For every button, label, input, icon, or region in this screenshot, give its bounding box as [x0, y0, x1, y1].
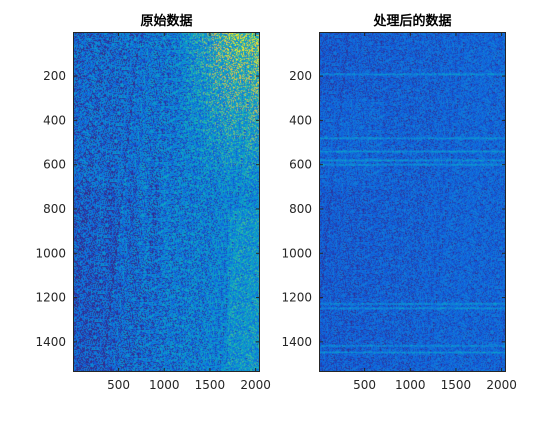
chart-title: 处理后的数据 [372, 13, 451, 29]
y-tick-label: 200 [289, 69, 312, 83]
x-tick-label: 500 [107, 378, 130, 392]
x-tick-label: 2000 [486, 378, 517, 392]
y-tick-label: 1400 [281, 335, 312, 349]
x-tick-label: 2000 [240, 378, 271, 392]
axes-2: 500 1000 1500 2000 200 400 600 800 1000 1200 1400 处… [281, 13, 516, 392]
y-tick-label: 400 [289, 113, 312, 127]
y-tick-label: 1000 [35, 246, 66, 260]
x-tick-label: 1500 [195, 378, 226, 392]
axes-1: 500 1000 1500 2000 200 400 600 800 1000 1200 1400 原… [35, 13, 270, 392]
chart-title: 原始数据 [140, 13, 192, 29]
y-tick-label: 1000 [281, 246, 312, 260]
y-tick-label: 1200 [35, 291, 66, 305]
y-tick-label: 800 [289, 202, 312, 216]
y-tick-label: 1400 [35, 335, 66, 349]
y-tick-label: 600 [289, 158, 312, 172]
y-tick-label: 200 [43, 69, 66, 83]
y-tick-label: 800 [43, 202, 66, 216]
y-tick-label: 1200 [281, 291, 312, 305]
axes-frame [319, 32, 506, 372]
x-tick-label: 1000 [149, 378, 180, 392]
y-tick-label: 400 [43, 113, 66, 127]
heatmap-image [73, 32, 260, 372]
x-tick-label: 1500 [441, 378, 472, 392]
x-tick-label: 1000 [395, 378, 426, 392]
y-tick-label: 600 [43, 158, 66, 172]
x-tick-label: 500 [353, 378, 376, 392]
heatmap-image [319, 32, 506, 372]
axes-frame [73, 32, 260, 372]
